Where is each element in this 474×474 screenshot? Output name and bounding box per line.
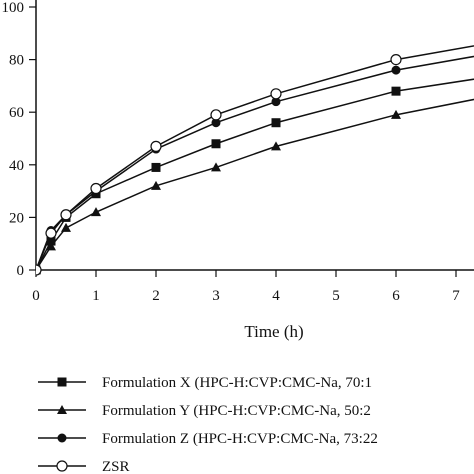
data-point	[60, 209, 72, 221]
legend-label: ZSR	[102, 459, 130, 474]
y-tick-label: 20	[9, 210, 24, 226]
legend-marker	[57, 405, 67, 414]
x-tick-label: 0	[32, 288, 40, 304]
data-point	[211, 162, 221, 172]
legend-item: Formulation Y (HPC-H:CVP:CMC-Na, 50:2	[38, 403, 371, 419]
series-3	[36, 55, 474, 275]
chart-axes	[35, 0, 474, 271]
data-point	[271, 97, 281, 107]
data-point	[271, 141, 281, 151]
data-point	[90, 182, 102, 195]
data-point	[36, 264, 42, 276]
legend: Formulation X (HPC-H:CVP:CMC-Na, 70:1 For…	[38, 375, 378, 474]
series-1	[36, 78, 474, 275]
data-point	[91, 207, 101, 217]
legend-item: Formulation X (HPC-H:CVP:CMC-Na, 70:1	[38, 375, 372, 391]
legend-marker	[57, 433, 67, 443]
data-point	[390, 53, 402, 66]
y-tick-label: 60	[9, 105, 24, 121]
data-point	[151, 162, 161, 172]
y-tick-label: 100	[2, 0, 25, 16]
legend-label: Formulation Z (HPC-H:CVP:CMC-Na, 73:22	[102, 431, 378, 447]
data-point	[46, 236, 56, 246]
x-tick-label: 2	[152, 288, 160, 304]
data-point	[391, 109, 401, 119]
legend-item: ZSR	[38, 459, 130, 474]
legend-label: Formulation Y (HPC-H:CVP:CMC-Na, 50:2	[102, 403, 371, 419]
x-tick-label: 6	[392, 288, 400, 304]
series-line	[36, 78, 474, 271]
x-axis-ticks: 0 1 2 3 4 5 6 7	[32, 270, 460, 304]
series-layer	[36, 45, 474, 276]
y-tick-label: 40	[9, 158, 24, 174]
data-point	[150, 140, 162, 152]
legend-marker	[57, 377, 67, 387]
y-tick-label: 80	[9, 53, 24, 69]
x-tick-label: 1	[92, 288, 100, 304]
data-point	[270, 88, 282, 100]
data-point	[151, 180, 161, 190]
legend-label: Formulation X (HPC-H:CVP:CMC-Na, 70:1	[102, 375, 372, 391]
legend-marker	[56, 460, 68, 472]
data-point	[211, 118, 221, 128]
legend-item: Formulation Z (HPC-H:CVP:CMC-Na, 73:22	[38, 431, 378, 447]
data-point	[45, 227, 57, 239]
series-4	[36, 45, 474, 276]
data-point	[391, 65, 401, 75]
series-2	[36, 98, 474, 274]
y-axis-ticks: 0 20 40 60 80 100	[2, 0, 36, 279]
y-tick-label: 0	[17, 263, 25, 279]
data-point	[271, 118, 281, 128]
data-point	[210, 109, 222, 121]
data-point	[46, 241, 56, 251]
series-line	[36, 55, 474, 271]
x-axis-label: Time (h)	[244, 322, 303, 341]
x-tick-label: 5	[332, 288, 340, 304]
x-tick-label: 4	[272, 288, 280, 304]
data-point	[211, 139, 221, 149]
x-tick-label: 3	[212, 288, 220, 304]
series-line	[36, 98, 474, 271]
data-point	[391, 86, 401, 96]
data-point	[61, 222, 71, 232]
x-tick-label: 7	[452, 288, 460, 304]
